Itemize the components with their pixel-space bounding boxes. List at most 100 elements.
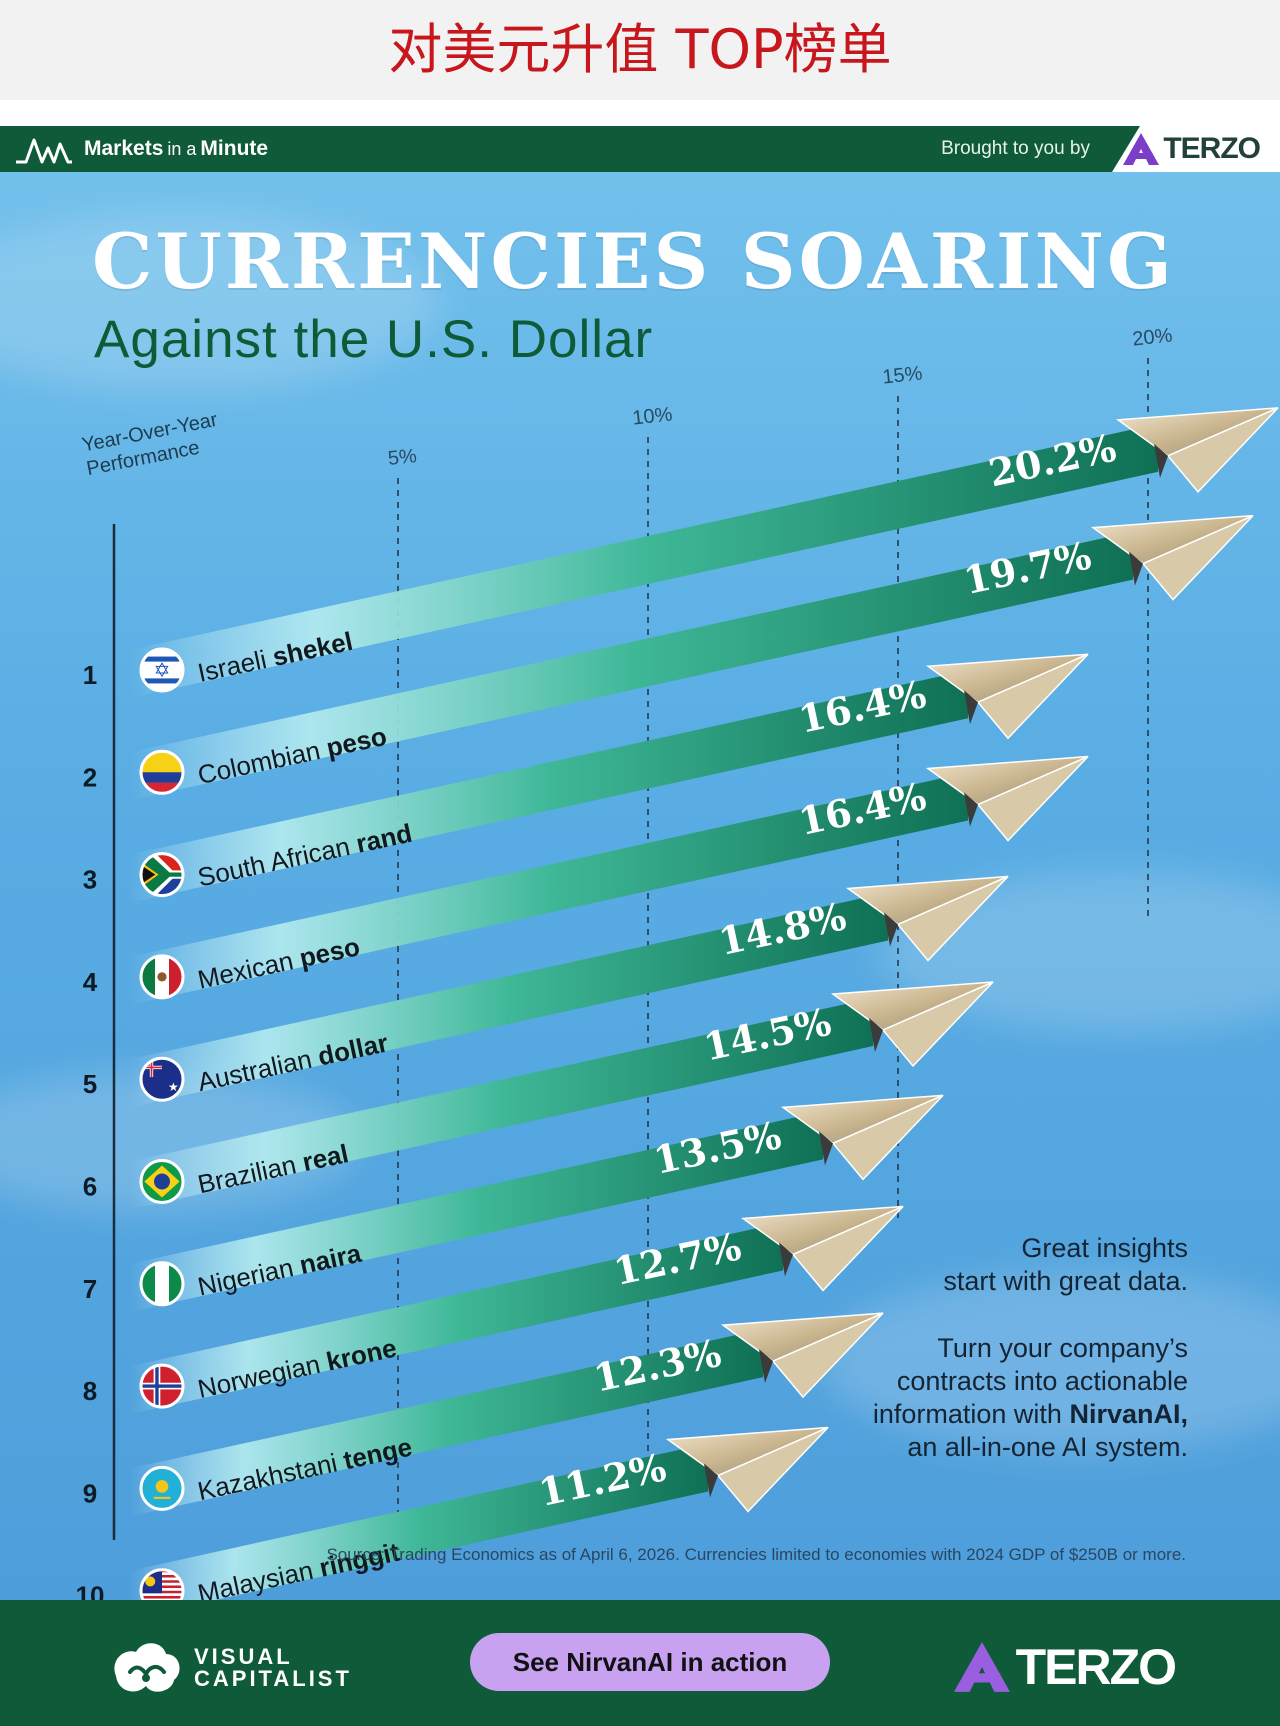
tick-label: 15% bbox=[881, 362, 923, 388]
rank-number: 4 bbox=[83, 967, 98, 997]
plane-fold bbox=[964, 792, 978, 827]
vc-line1: VISUAL bbox=[194, 1644, 293, 1669]
promo-line: contracts into actionable bbox=[896, 1366, 1188, 1396]
plane-tail bbox=[976, 653, 1089, 740]
bar bbox=[130, 1222, 783, 1415]
promo-line: Turn your company’s bbox=[937, 1333, 1188, 1363]
source-note: Source: Trading Economics as of April 6,… bbox=[326, 1545, 1186, 1564]
bar-chart: 5%10%15%20% 20.2%✡ Israeli shekel19.7%Col… bbox=[76, 324, 1279, 1600]
paper-plane-icon bbox=[740, 1205, 904, 1292]
promo-line: Great insights bbox=[1021, 1233, 1188, 1263]
malaysia-flag bbox=[141, 1569, 183, 1600]
cta-button[interactable]: See NirvanAI in action bbox=[470, 1633, 830, 1691]
chart-subtitle: Against the U.S. Dollar bbox=[94, 310, 654, 369]
plane-tail bbox=[896, 875, 1009, 962]
tick-label: 10% bbox=[631, 403, 673, 429]
flag-ring bbox=[139, 1159, 185, 1204]
infographic-panel: CURRENCIES SOARING Against the U.S. Doll… bbox=[0, 172, 1280, 1600]
visual-capitalist-icon bbox=[114, 1643, 180, 1692]
promo-block-1: Great insights start with great data. bbox=[748, 1232, 1188, 1298]
promo-product-name: NirvanAI, bbox=[1069, 1399, 1188, 1429]
header-bar: Markets in a Minute Brought to you by bbox=[0, 126, 1280, 172]
rank-number: 7 bbox=[83, 1274, 97, 1304]
terzo-mark-icon bbox=[1123, 133, 1160, 165]
plane-fold bbox=[819, 1131, 833, 1166]
plane-tail bbox=[976, 755, 1089, 842]
bar bbox=[130, 1111, 823, 1312]
terzo-wordmark: TERZO bbox=[1163, 132, 1261, 165]
tick-label: 20% bbox=[1131, 324, 1173, 350]
flag-ring bbox=[139, 1465, 185, 1511]
visual-capitalist-logo[interactable]: VISUAL CAPITALIST bbox=[108, 1638, 352, 1698]
bar bbox=[130, 772, 968, 1005]
paper-plane-icon bbox=[925, 653, 1089, 740]
plane-tail bbox=[881, 981, 994, 1068]
svg-text:✡: ✡ bbox=[154, 660, 171, 682]
markets-in-a-minute-logo: Markets in a Minute bbox=[14, 132, 268, 166]
plane-fold bbox=[1129, 551, 1143, 586]
paper-plane-icon bbox=[1115, 407, 1279, 493]
plane-fold bbox=[1154, 443, 1168, 478]
bar-group: 16.4%Mexican peso bbox=[130, 755, 1089, 1005]
rank-number: 8 bbox=[83, 1376, 97, 1406]
plane-fold bbox=[869, 1018, 883, 1053]
plane-fold bbox=[759, 1349, 773, 1384]
tick-label: 5% bbox=[387, 445, 418, 470]
bar bbox=[130, 892, 888, 1108]
flag-ring bbox=[139, 1568, 185, 1600]
promo-block-2: Turn your company’s contracts into actio… bbox=[748, 1332, 1188, 1464]
rank-number: 10 bbox=[76, 1581, 105, 1600]
plane-fold bbox=[704, 1463, 718, 1498]
rank-number: 2 bbox=[83, 762, 97, 792]
vc-line2: CAPITALIST bbox=[194, 1666, 352, 1691]
rank-number: 9 bbox=[83, 1478, 97, 1508]
plane-tail bbox=[716, 1426, 829, 1513]
bar bbox=[130, 998, 873, 1210]
bar bbox=[130, 670, 968, 903]
flag-ring bbox=[139, 852, 185, 898]
colombia-flag bbox=[141, 751, 183, 794]
terzo-wordmark: TERZO bbox=[1015, 1639, 1177, 1695]
flag-ring bbox=[139, 1056, 185, 1102]
bar bbox=[130, 1443, 708, 1600]
flag-ring bbox=[139, 954, 185, 1000]
flag-ring bbox=[139, 749, 185, 795]
promo-line: an all-in-one AI system. bbox=[907, 1432, 1188, 1462]
bar-group: 13.5%Nigerian naira bbox=[130, 1094, 944, 1312]
top-banner: 对美元升值 TOP榜单 bbox=[0, 0, 1280, 100]
paper-plane-icon bbox=[845, 875, 1009, 962]
plane-tail bbox=[791, 1205, 904, 1292]
plane-fold bbox=[884, 912, 898, 947]
brand-minute: Minute bbox=[200, 137, 269, 160]
bar bbox=[130, 531, 1133, 801]
brand-in-a: in a bbox=[167, 138, 197, 159]
mountain-wave-icon bbox=[16, 138, 72, 164]
paper-plane-icon bbox=[925, 755, 1089, 842]
flag-ring bbox=[139, 647, 185, 693]
plane-tail bbox=[1166, 407, 1279, 493]
bar-group: 12.7%Norwegian krone bbox=[130, 1205, 904, 1415]
bar bbox=[130, 1329, 763, 1517]
south-africa-flag bbox=[141, 853, 183, 896]
footer-bar: VISUAL CAPITALIST See NirvanAI in action… bbox=[0, 1600, 1280, 1726]
paper-plane-icon bbox=[830, 981, 994, 1068]
terzo-logo-footer[interactable]: TERZO bbox=[953, 1638, 1177, 1696]
paper-plane-icon bbox=[720, 1312, 884, 1399]
promo-line: information with NirvanAI, bbox=[748, 1398, 1188, 1431]
banner-title: 对美元升值 TOP榜单 bbox=[388, 18, 892, 81]
terzo-mark-icon bbox=[953, 1642, 1010, 1692]
brought-to-you-by: Brought to you by bbox=[941, 138, 1090, 159]
plane-fold bbox=[779, 1242, 793, 1277]
promo-text: information with bbox=[872, 1399, 1062, 1429]
rank-number: 5 bbox=[83, 1069, 97, 1099]
flag-ring bbox=[139, 1363, 185, 1409]
paper-plane-icon bbox=[780, 1094, 944, 1181]
svg-text:★: ★ bbox=[168, 1080, 179, 1094]
rank-number: 6 bbox=[83, 1172, 97, 1202]
bar bbox=[130, 423, 1158, 698]
promo-line: start with great data. bbox=[943, 1266, 1188, 1296]
flag-ring bbox=[139, 1261, 185, 1307]
plane-tail bbox=[831, 1094, 944, 1181]
paper-plane-icon bbox=[665, 1426, 829, 1513]
brand-markets: Markets bbox=[84, 137, 164, 160]
